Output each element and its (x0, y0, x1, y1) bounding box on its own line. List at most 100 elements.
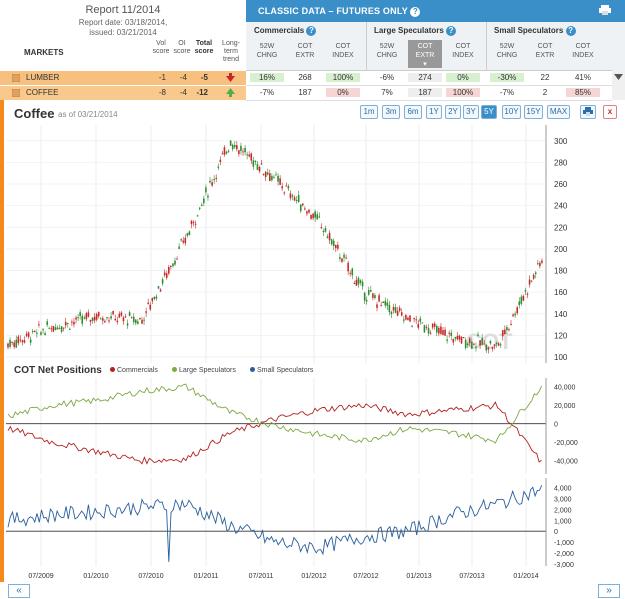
candle-body (66, 323, 69, 325)
range-1m-button[interactable]: 1m (360, 105, 378, 119)
trend-header[interactable]: Long-term trend (222, 40, 240, 63)
col-header[interactable]: COT INDEX (452, 43, 474, 59)
candle-body (421, 322, 424, 324)
market-row-coffee[interactable]: COFFEE -8 -4 -12 (0, 86, 246, 100)
candle-body (355, 279, 358, 286)
candle-body (116, 320, 119, 323)
cell: 100% (446, 88, 480, 97)
help-icon[interactable]: ? (446, 26, 457, 36)
range-3y-button[interactable]: 3Y (463, 105, 479, 119)
printer-icon (583, 107, 593, 116)
candle-body (293, 197, 296, 201)
candle-body (394, 306, 397, 313)
market-name[interactable]: LUMBER (26, 73, 60, 82)
scroll-down-icon[interactable] (614, 74, 623, 80)
candle-body (186, 233, 189, 236)
market-name[interactable]: COFFEE (26, 88, 59, 97)
col-header-sorted[interactable]: COT EXTR ▾ (408, 40, 442, 68)
candle-body (530, 280, 533, 282)
candle-body (211, 182, 213, 186)
col-header[interactable]: COT INDEX (332, 43, 354, 59)
candle-body (44, 333, 46, 336)
range-10y-button[interactable]: 10Y (502, 105, 521, 119)
print-button[interactable] (580, 105, 596, 119)
candle-body (363, 292, 366, 301)
close-button[interactable]: x (603, 105, 617, 119)
col-header[interactable]: 52W CHNG (496, 43, 518, 59)
report-date: Report date: 03/18/2014, (78, 18, 168, 27)
range-3m-button[interactable]: 3m (382, 105, 400, 119)
next-button[interactable]: » (598, 584, 620, 598)
help-icon[interactable]: ? (565, 26, 576, 36)
chart-icon[interactable] (12, 74, 20, 82)
candle-body (524, 290, 527, 292)
candle-body (514, 313, 516, 316)
candle-body (240, 145, 242, 152)
candle-body (504, 329, 506, 335)
range-5y-button[interactable]: 5Y (481, 105, 497, 119)
chart-icon[interactable] (12, 89, 20, 97)
help-icon[interactable]: ? (410, 7, 421, 17)
prev-button[interactable]: « (8, 584, 30, 598)
candle-body (341, 258, 343, 262)
candle-body (419, 318, 422, 322)
printer-icon[interactable] (599, 5, 611, 15)
candle-body (118, 313, 121, 318)
group-large-speculators: Large Speculators ? (374, 26, 457, 36)
range-15y-button[interactable]: 15Y (524, 105, 543, 119)
vol-score-header[interactable]: Vol score (152, 40, 170, 55)
col-header[interactable]: 52W CHNG (256, 43, 278, 59)
candle-body (155, 296, 158, 299)
candle-body (304, 208, 306, 210)
x-tick-label: 01/2010 (83, 573, 108, 580)
candle-body (120, 312, 123, 316)
oi-score: -4 (179, 73, 187, 82)
x-tick-label: 01/2013 (406, 573, 431, 580)
y-tick-label: 300 (554, 137, 568, 146)
candle-body (178, 246, 180, 249)
series-line (7, 485, 543, 562)
x-tick-label: 01/2011 (194, 573, 219, 580)
market-row-lumber[interactable]: LUMBER -1 -4 -5 (0, 71, 246, 85)
col-header[interactable]: COT EXTR (295, 43, 315, 59)
col-header[interactable]: COT EXTR (535, 43, 555, 59)
total-score-header[interactable]: Total score (194, 40, 214, 55)
candle-body (491, 347, 494, 349)
candle-body (512, 314, 514, 317)
candle-body (110, 316, 112, 319)
range-max-button[interactable]: MAX (547, 105, 570, 119)
candle-body (312, 213, 314, 219)
candle-body (176, 258, 178, 260)
oi-score-header[interactable]: OI score (173, 40, 191, 55)
markets-header[interactable]: MARKETS (24, 48, 64, 57)
candle-body (196, 215, 199, 217)
candle-body (200, 204, 203, 206)
candle-body (145, 311, 147, 313)
candle-body (386, 302, 389, 306)
candle-body (238, 150, 240, 154)
candle-body (209, 180, 211, 183)
candle-body (487, 347, 490, 350)
candle-body (223, 147, 226, 155)
candle-body (130, 317, 133, 319)
range-6m-button[interactable]: 6m (404, 105, 422, 119)
candle-body (159, 289, 162, 292)
help-icon[interactable]: ? (306, 26, 317, 36)
candle-body (52, 326, 55, 332)
candle-body (21, 340, 24, 343)
table-scrollbar[interactable] (612, 70, 625, 100)
range-1y-button[interactable]: 1Y (426, 105, 442, 119)
col-header[interactable]: COT INDEX (572, 43, 594, 59)
col-header[interactable]: 52W CHNG (376, 43, 398, 59)
candle-body (425, 326, 428, 328)
range-2y-button[interactable]: 2Y (445, 105, 461, 119)
candle-body (318, 216, 321, 218)
candle-body (182, 240, 185, 243)
cell: -7% (499, 88, 515, 97)
candle-body (436, 325, 438, 333)
candle-body (322, 230, 325, 233)
legend-label: Commercials (117, 367, 158, 374)
divider (486, 22, 487, 70)
candle-body (254, 160, 257, 162)
candle-body (281, 186, 283, 189)
